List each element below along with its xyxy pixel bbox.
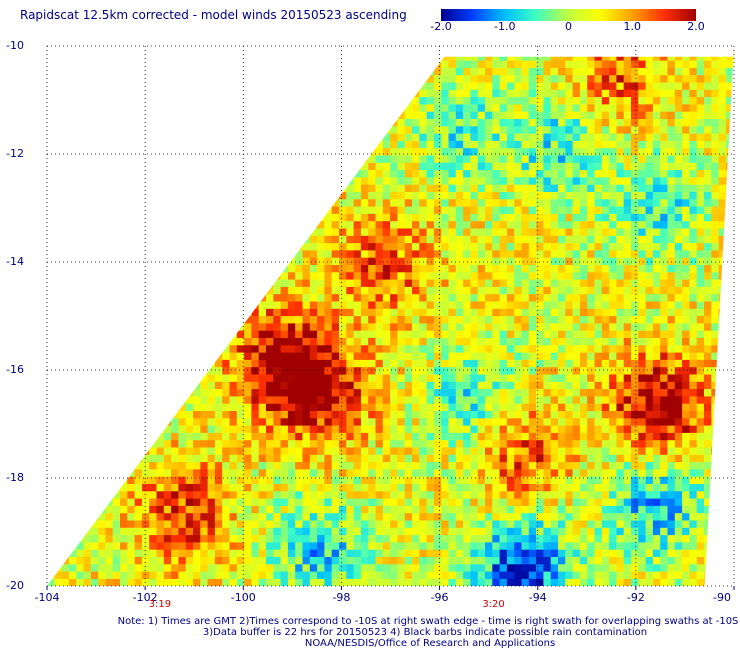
map-gridlines (46, 45, 735, 590)
colorbar-segment (592, 9, 597, 21)
colorbar-segment (460, 9, 466, 21)
swath-time-label: 3:20 (482, 599, 505, 610)
colorbar-segment (472, 9, 478, 21)
colorbar-segment (668, 9, 673, 21)
lon-label: -100 (230, 591, 256, 604)
colorbar-segment (532, 9, 538, 21)
colorbar-segment (492, 9, 498, 21)
colorbar-segment (616, 9, 621, 21)
colorbar-segment (504, 9, 510, 21)
colorbar-segment (664, 9, 669, 21)
colorbar-segment (540, 9, 546, 21)
colorbar-segment (512, 9, 518, 21)
note-line-1: Note: 1) Times are GMT 2)Times correspon… (117, 616, 739, 627)
colorbar-segment (496, 9, 502, 21)
colorbar-segment (652, 9, 657, 21)
colorbar-tick-label: -2.0 (430, 20, 452, 33)
colorbar-segment (580, 9, 586, 21)
colorbar-segment (672, 9, 677, 21)
colorbar-segment (584, 9, 590, 21)
colorbar-segment (536, 9, 542, 21)
colorbar-segment (688, 9, 693, 21)
colorbar-segment (508, 9, 514, 21)
colorbar-segment (544, 9, 550, 21)
colorbar-segment (564, 9, 570, 21)
colorbar-segment (448, 9, 454, 21)
colorbar-segment (560, 9, 566, 21)
colorbar-segment (488, 9, 494, 21)
lon-label: -98 (332, 591, 351, 604)
colorbar-segment (441, 9, 446, 21)
colorbar-segment (608, 9, 613, 21)
colorbar-segment (556, 9, 562, 21)
lat-label: -18 (6, 471, 24, 484)
note-line-2: 3)Data buffer is 22 hrs for 20150523 4) … (202, 627, 648, 638)
colorbar-segment (464, 9, 470, 21)
colorbar-segment (484, 9, 490, 21)
colorbar-segment (524, 9, 530, 21)
colorbar-segment (624, 9, 629, 21)
lon-label: -90 (713, 591, 731, 604)
colorbar-segment (640, 9, 645, 21)
note-line-3: NOAA/NESDIS/Office of Research and Appli… (304, 638, 556, 649)
colorbar-segment (572, 9, 578, 21)
colorbar (441, 9, 696, 21)
colorbar-segment (548, 9, 554, 21)
colorbar-segment (648, 9, 653, 21)
colorbar-segment (676, 9, 681, 21)
colorbar-segment (444, 9, 450, 21)
colorbar-segment (576, 9, 582, 21)
colorbar-segment (568, 9, 574, 21)
colorbar-segment (684, 9, 689, 21)
colorbar-segment (660, 9, 665, 21)
colorbar-segment (680, 9, 685, 21)
colorbar-segment (692, 9, 696, 21)
lat-label: -10 (6, 39, 24, 52)
colorbar-segment (476, 9, 482, 21)
colorbar-segment (500, 9, 506, 21)
colorbar-segment (456, 9, 462, 21)
colorbar-segment (604, 9, 609, 21)
colorbar-segment (520, 9, 526, 21)
lon-label: -92 (626, 591, 645, 604)
colorbar-segment (600, 9, 605, 21)
colorbar-tick-label: 1.0 (623, 20, 642, 33)
colorbar-segment (452, 9, 458, 21)
colorbar-segment (620, 9, 625, 21)
lat-label: -12 (6, 147, 24, 160)
colorbar-segment (632, 9, 637, 21)
lon-label: -94 (528, 591, 547, 604)
colorbar-segment (612, 9, 617, 21)
lon-label: -102 (132, 591, 158, 604)
colorbar-segment (468, 9, 474, 21)
lat-label: -16 (6, 363, 24, 376)
colorbar-segment (596, 9, 601, 21)
map-title: Rapidscat 12.5km corrected - model winds… (20, 8, 407, 22)
colorbar-tick-label: -1.0 (494, 20, 516, 33)
colorbar-segment (628, 9, 633, 21)
lat-label: -14 (6, 255, 24, 268)
colorbar-segment (528, 9, 534, 21)
colorbar-segment (644, 9, 649, 21)
colorbar-segment (552, 9, 558, 21)
wind-cells (47, 46, 734, 586)
colorbar-segment (480, 9, 486, 21)
colorbar-segment (588, 9, 593, 21)
colorbar-segment (516, 9, 522, 21)
colorbar-tick-label: 2.0 (687, 20, 705, 33)
lat-label: -20 (6, 579, 24, 592)
lon-label: -104 (34, 591, 60, 604)
colorbar-segment (656, 9, 661, 21)
colorbar-segment (636, 9, 641, 21)
lon-label: -96 (430, 591, 449, 604)
colorbar-tick-label: 0 (565, 20, 572, 33)
swath-time-label: 3:19 (148, 599, 172, 610)
